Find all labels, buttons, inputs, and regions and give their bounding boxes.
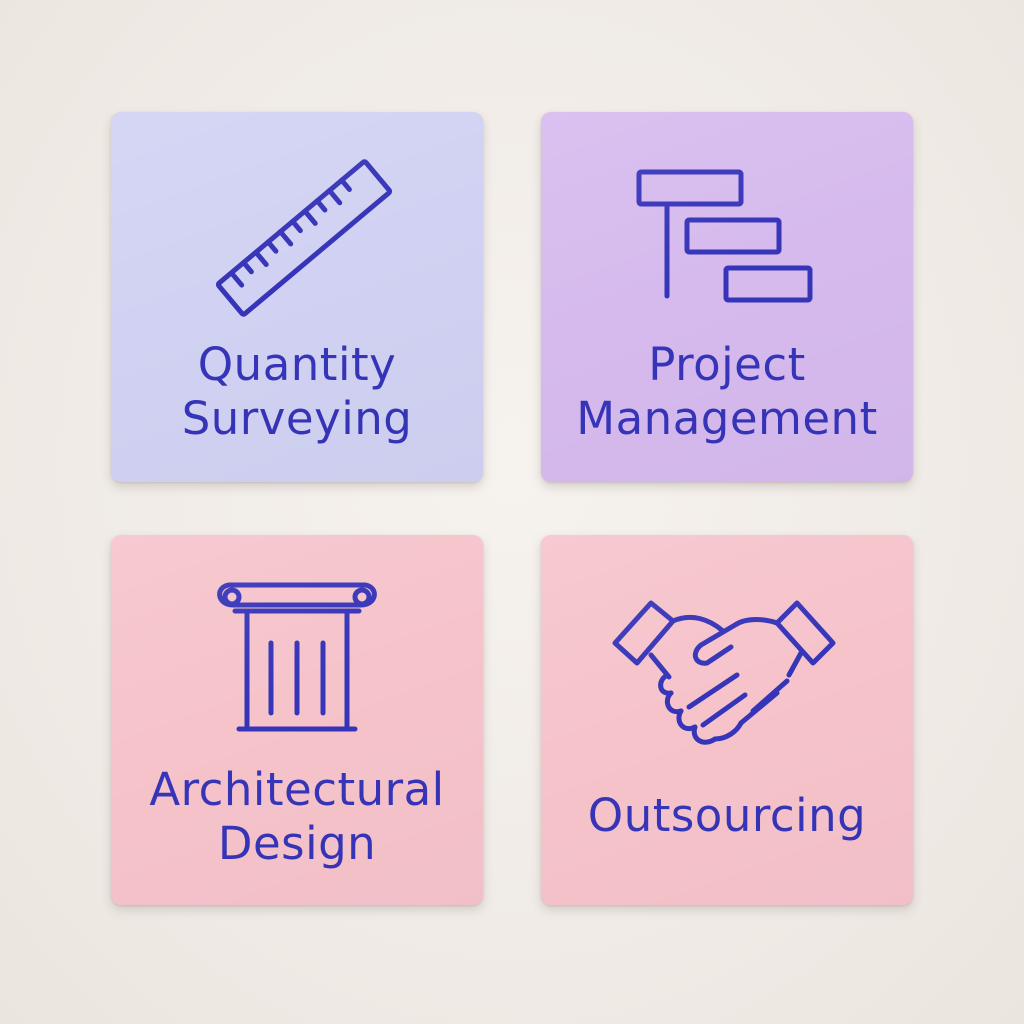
handshake-icon: [612, 600, 836, 745]
tile-architectural-design[interactable]: Architectural Design: [111, 535, 483, 905]
tile-label-line-1: Quantity: [197, 338, 397, 391]
tile-label-line-1: Project: [648, 338, 806, 391]
tile-label-line-1: Outsourcing: [587, 789, 867, 842]
ruler-icon: [215, 159, 393, 317]
tile-project-management[interactable]: Project Management: [541, 112, 913, 482]
tile-quantity-surveying[interactable]: Quantity Surveying: [111, 112, 483, 482]
tile-label-line-2: Management: [576, 392, 878, 445]
column-icon: [217, 582, 377, 732]
tile-label-line-2: Surveying: [181, 392, 413, 445]
tile-label-architectural-design: Architectural Design: [111, 763, 483, 871]
tile-label-line-2: Design: [217, 817, 377, 870]
tile-label-outsourcing: Outsourcing: [541, 789, 913, 843]
tile-label-project-management: Project Management: [541, 338, 913, 446]
tile-label-line-1: Architectural: [149, 763, 445, 816]
tile-label-quantity-surveying: Quantity Surveying: [111, 338, 483, 446]
gantt-chart-icon: [636, 169, 813, 303]
tile-outsourcing[interactable]: Outsourcing: [541, 535, 913, 905]
